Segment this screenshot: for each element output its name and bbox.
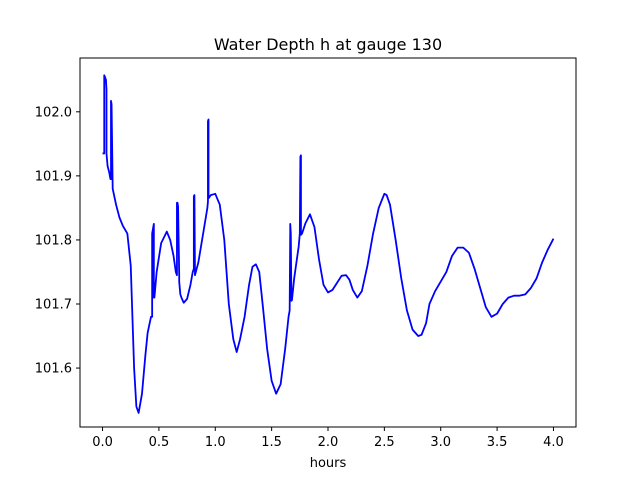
y-tick-label: 101.7	[35, 298, 72, 313]
x-tick-label: 2.5	[374, 435, 395, 450]
y-axis: 101.6 101.7 101.8 101.9 102.0	[35, 105, 80, 377]
y-tick-label: 102.0	[35, 105, 72, 120]
x-tick-label: 2.0	[318, 435, 339, 450]
x-tick-label: 0.0	[92, 435, 113, 450]
x-tick-label: 1.5	[261, 435, 282, 450]
x-tick-label: 3.5	[487, 435, 508, 450]
chart-title: Water Depth h at gauge 130	[214, 35, 442, 54]
x-axis: 0.0 0.5 1.0 1.5 2.0 2.5 3.0 3.5 4.0	[92, 427, 564, 450]
y-tick-label: 101.8	[35, 233, 72, 248]
plot-area	[102, 74, 555, 414]
y-tick-label: 101.6	[35, 362, 72, 377]
x-tick-label: 3.0	[430, 435, 451, 450]
x-axis-label: hours	[310, 456, 347, 471]
x-tick-label: 1.0	[205, 435, 226, 450]
x-tick-label: 4.0	[543, 435, 564, 450]
y-tick-label: 101.9	[35, 169, 72, 184]
series-line-0	[102, 74, 555, 414]
x-tick-label: 0.5	[149, 435, 170, 450]
